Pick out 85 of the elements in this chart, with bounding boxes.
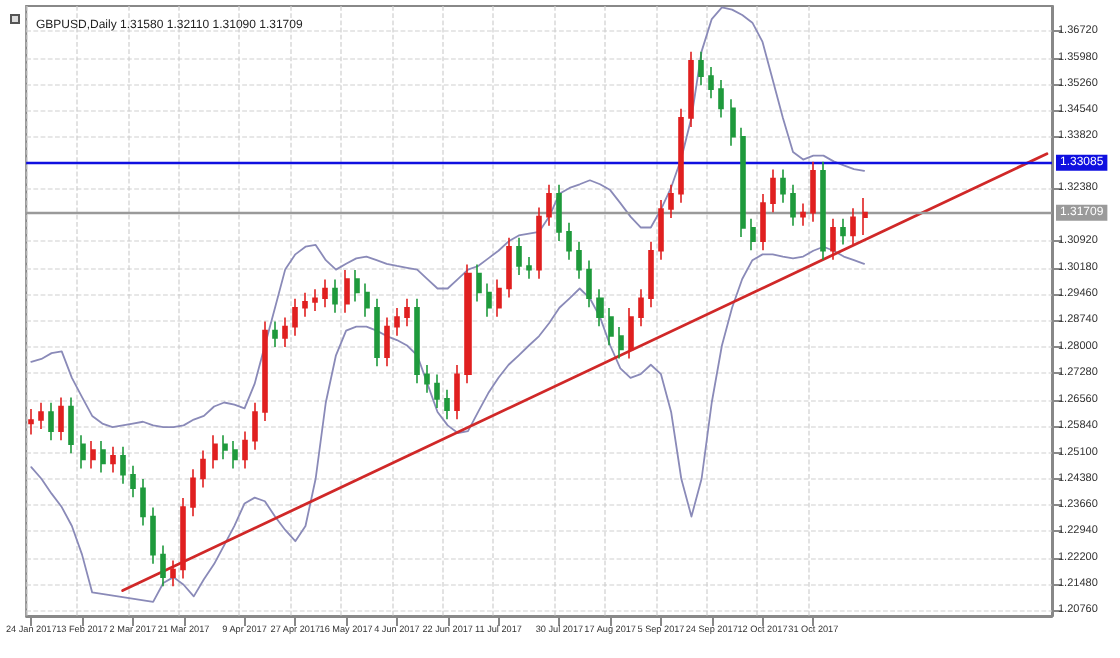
candlestick — [486, 282, 492, 318]
candlestick — [100, 440, 106, 474]
candlestick — [556, 183, 562, 242]
candlestick — [546, 183, 552, 227]
candlestick — [414, 297, 420, 385]
candlestick — [190, 468, 196, 517]
candlestick — [760, 193, 766, 252]
candlestick — [628, 307, 634, 360]
candlestick — [344, 269, 350, 314]
candlestick — [740, 126, 746, 238]
candlestick — [698, 50, 704, 86]
candlestick — [68, 396, 74, 455]
candlestick — [180, 497, 186, 580]
candlestick — [292, 297, 298, 337]
candlestick — [718, 79, 724, 119]
candlestick — [120, 446, 126, 485]
line-series — [30, 245, 865, 603]
candlestick — [516, 236, 522, 276]
candlestick — [850, 207, 856, 246]
candlestick — [38, 402, 44, 430]
candlestick — [770, 168, 776, 214]
candlestick — [364, 282, 370, 318]
candlestick — [354, 269, 360, 303]
candlestick — [242, 430, 248, 470]
candlestick — [222, 434, 228, 460]
candlestick — [90, 440, 96, 470]
candlestick — [48, 402, 54, 442]
candlestick — [434, 373, 440, 409]
candlestick — [332, 278, 338, 314]
candlestick — [140, 478, 146, 527]
candlestick — [302, 292, 308, 318]
candlestick — [820, 160, 826, 261]
candlestick — [282, 316, 288, 348]
candlestick — [80, 434, 86, 470]
candlestick — [810, 160, 816, 223]
candlestick — [586, 259, 592, 309]
candlestick — [618, 326, 624, 360]
candlestick — [780, 168, 786, 204]
candlestick — [790, 183, 796, 227]
line-series — [30, 6, 865, 429]
candlestick — [322, 278, 328, 309]
candlestick — [150, 506, 156, 565]
candlestick — [830, 217, 836, 261]
candlestick — [384, 316, 390, 367]
candlestick — [688, 50, 694, 128]
candlestick — [404, 297, 410, 328]
candlestick — [252, 402, 258, 451]
candlestick — [28, 408, 34, 436]
candlestick — [536, 206, 542, 280]
candlestick — [648, 240, 654, 309]
candlestick — [862, 197, 868, 236]
candlestick — [444, 388, 450, 420]
candlestick — [678, 107, 684, 204]
candlestick — [750, 217, 756, 252]
candlestick — [496, 278, 502, 318]
candlestick — [374, 297, 380, 367]
candlestick — [160, 544, 166, 588]
candlestick — [170, 559, 176, 588]
candlestick — [232, 440, 238, 470]
candlestick — [110, 446, 116, 474]
candlestick — [200, 449, 206, 489]
candlestick — [454, 364, 460, 420]
candlestick — [506, 236, 512, 299]
candlestick — [476, 263, 482, 303]
candlestick — [464, 263, 472, 385]
candlestick — [526, 256, 532, 280]
candlestick — [312, 288, 318, 312]
candlestick — [638, 288, 644, 328]
candlestick — [596, 288, 604, 328]
candlestick — [708, 66, 714, 100]
candlestick — [424, 364, 430, 394]
candlestick — [262, 320, 268, 422]
candlestick — [800, 202, 806, 227]
candlestick — [58, 396, 64, 442]
candlestick — [730, 98, 736, 147]
candlestick — [394, 307, 400, 337]
candlestick — [130, 464, 136, 499]
candlestick — [212, 434, 218, 470]
candlestick — [272, 320, 278, 348]
candlestick — [566, 221, 572, 261]
candlestick — [668, 183, 674, 219]
candlestick — [608, 307, 614, 346]
candlestick — [576, 240, 582, 280]
candlestick — [840, 217, 846, 246]
candlestick — [658, 199, 664, 261]
